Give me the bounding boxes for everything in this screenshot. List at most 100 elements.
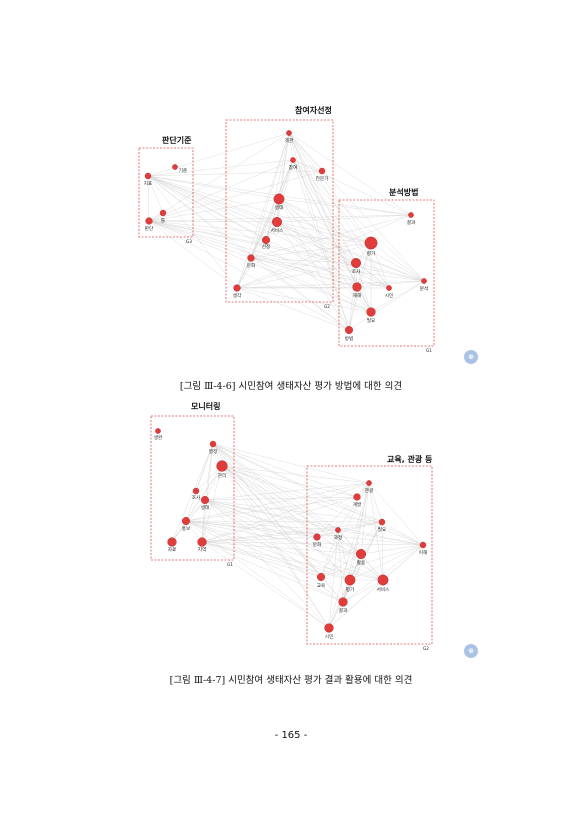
network-edge	[147, 175, 372, 313]
network-edge	[328, 482, 370, 629]
network-edge	[201, 541, 322, 578]
network-edge	[278, 198, 390, 289]
network-edge	[288, 132, 358, 288]
node-label: 분석	[420, 285, 428, 292]
network-edge	[349, 521, 383, 581]
node-label: 서비스	[377, 586, 390, 593]
network-edge	[147, 175, 267, 241]
network-node	[181, 517, 190, 526]
network-node	[378, 518, 386, 526]
network-edge	[276, 221, 372, 313]
network-edge	[221, 465, 344, 603]
network-edge	[148, 159, 294, 222]
network-edge	[212, 443, 322, 578]
network-edge	[195, 465, 223, 492]
node-label: 홍보	[182, 525, 190, 532]
network-edge	[370, 280, 425, 313]
network-edge	[204, 499, 362, 555]
node-label: 결과	[407, 219, 416, 226]
page-number: - 165 -	[274, 730, 308, 741]
network-edge	[316, 521, 383, 538]
network-edge	[265, 198, 280, 241]
network-edge	[288, 132, 412, 216]
network-edge	[278, 198, 350, 331]
network-edge	[328, 521, 383, 629]
network-edge	[201, 541, 344, 603]
network-node	[172, 164, 178, 170]
network-edge	[148, 132, 290, 222]
node-label: 결과	[339, 607, 348, 614]
group-label: G3	[186, 239, 192, 244]
group-box	[338, 199, 435, 347]
network-edge	[204, 465, 223, 501]
network-edge	[185, 520, 344, 603]
network-edge	[288, 132, 372, 244]
network-edge	[185, 496, 358, 522]
node-label: 이해	[419, 549, 427, 556]
node-label: 생태	[275, 204, 283, 211]
network-edge	[370, 242, 390, 289]
network-edge	[147, 175, 425, 282]
network-edge	[381, 521, 424, 546]
network-edge	[147, 175, 358, 288]
network-edge	[276, 214, 412, 223]
network-edge	[185, 520, 339, 531]
network-edge	[288, 132, 372, 313]
network-edge	[148, 220, 267, 241]
network-edge	[328, 529, 339, 629]
network-node	[351, 258, 362, 269]
network-node	[352, 282, 362, 292]
network-node	[356, 549, 367, 560]
network-edge	[148, 220, 372, 313]
group-box	[225, 119, 334, 303]
network-node	[197, 537, 207, 547]
network-edge	[236, 287, 350, 331]
node-label: 과정	[334, 534, 342, 541]
network-edge	[185, 520, 330, 629]
network-edge	[368, 482, 384, 581]
network-edge	[148, 220, 390, 289]
node-label: 관리	[218, 472, 226, 479]
network-edge	[236, 214, 412, 289]
network-edge	[288, 132, 390, 289]
network-edge	[288, 132, 425, 282]
network-edge	[276, 221, 357, 264]
network-edge	[250, 257, 357, 264]
network-edge	[212, 443, 362, 555]
network-edge	[212, 443, 358, 498]
network-edge	[236, 132, 290, 289]
network-edge	[278, 198, 372, 244]
network-node	[364, 236, 378, 250]
network-edges	[171, 443, 424, 629]
network-edge	[316, 529, 339, 538]
network-edge	[292, 159, 412, 216]
network-edge	[320, 529, 339, 578]
network-edge	[292, 159, 425, 282]
network-edge	[348, 262, 357, 331]
network-edge	[356, 286, 372, 313]
network-edge	[320, 521, 383, 578]
network-node	[233, 284, 241, 292]
network-node	[338, 597, 348, 607]
network-edge	[147, 175, 238, 289]
network-edge	[250, 242, 372, 259]
network-edge	[204, 499, 383, 523]
network-edge	[147, 175, 278, 223]
network-edge	[204, 482, 370, 501]
network-edge	[185, 520, 322, 578]
network-edge	[236, 221, 278, 289]
network-edge	[360, 553, 384, 581]
network-edge	[185, 520, 362, 555]
network-node	[159, 209, 167, 217]
node-label: 방법	[345, 335, 353, 342]
network-node	[324, 623, 334, 633]
node-label: 관광	[365, 487, 374, 494]
network-edge	[147, 170, 323, 177]
network-edge	[236, 262, 357, 289]
network-edge	[342, 544, 424, 603]
network-node	[290, 157, 296, 163]
node-label: 시민	[385, 292, 393, 299]
network-node	[345, 326, 354, 335]
